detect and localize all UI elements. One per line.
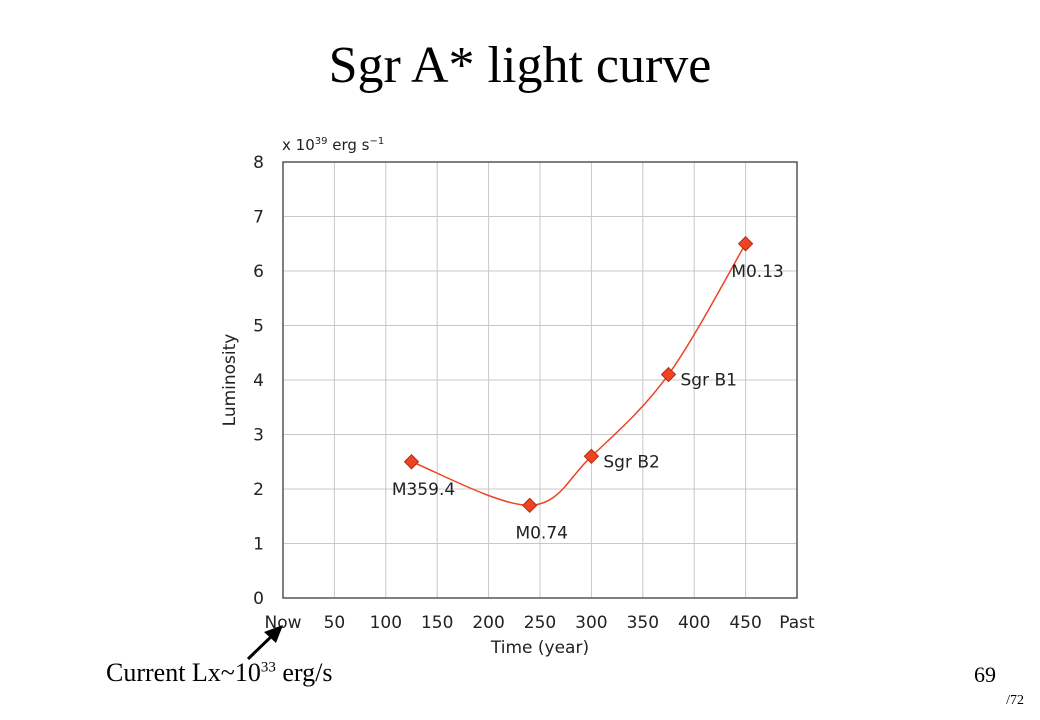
slide-title: Sgr A* light curve bbox=[328, 37, 712, 94]
y-tick-label-1: 1 bbox=[253, 535, 264, 555]
current-luminosity-note: Current Lx~1033 erg/s bbox=[106, 658, 332, 688]
x-tick-label-3: 150 bbox=[421, 613, 453, 633]
data-point-0 bbox=[403, 454, 420, 470]
y-tick-label-2: 2 bbox=[253, 480, 264, 500]
x-tick-label-6: 300 bbox=[575, 613, 607, 633]
x-tick-label-7: 350 bbox=[627, 613, 659, 633]
x-tick-label-9: 450 bbox=[729, 613, 761, 633]
y-axis-label: Luminosity bbox=[220, 334, 240, 427]
arrow-head bbox=[264, 625, 283, 643]
plot-frame bbox=[282, 161, 798, 599]
y-tick-label-5: 5 bbox=[253, 317, 264, 337]
data-markers bbox=[403, 236, 754, 514]
page-total: /72 bbox=[1006, 693, 1024, 708]
data-label-1: M0.74 bbox=[515, 523, 568, 543]
data-point-2 bbox=[583, 448, 600, 465]
page-number: 69 bbox=[974, 662, 996, 687]
data-point-4 bbox=[737, 236, 754, 252]
y-tick-label-3: 3 bbox=[253, 426, 264, 446]
y-tick-label-7: 7 bbox=[253, 208, 264, 228]
note-prefix: Current Lx~10 bbox=[106, 658, 261, 687]
x-tick-label-0: Now bbox=[264, 613, 301, 633]
point-labels: M359.4 M0.74 Sgr B2 Sgr B1 M0.13 bbox=[392, 262, 784, 544]
x-tick-label-2: 100 bbox=[370, 613, 402, 633]
unit-part-1: 39 bbox=[315, 136, 328, 147]
data-label-4: M0.13 bbox=[731, 262, 784, 282]
y-tick-label-4: 4 bbox=[253, 371, 264, 391]
x-tick-label-8: 400 bbox=[678, 613, 710, 633]
data-label-0: M359.4 bbox=[392, 480, 455, 500]
data-point-3 bbox=[660, 366, 677, 383]
note-suffix: erg/s bbox=[275, 658, 333, 687]
unit-part-0: x 10 bbox=[282, 136, 315, 154]
x-axis-label: Time (year) bbox=[490, 638, 589, 658]
y-tick-label-0: 0 bbox=[253, 589, 264, 609]
unit-part-2: erg s bbox=[327, 136, 369, 154]
data-label-3: Sgr B1 bbox=[681, 371, 737, 391]
x-tick-labels: Now 50 100 150 200 250 300 350 400 450 Past bbox=[264, 613, 815, 633]
x-tick-label-5: 250 bbox=[524, 613, 556, 633]
y-tick-label-8: 8 bbox=[253, 153, 264, 173]
y-tick-label-6: 6 bbox=[253, 262, 264, 282]
data-point-1 bbox=[522, 497, 538, 514]
x-tick-label-4: 200 bbox=[472, 613, 504, 633]
y-unit-label: x 1039 erg s−1 bbox=[282, 136, 384, 154]
data-label-2: Sgr B2 bbox=[603, 452, 659, 472]
note-exponent: 33 bbox=[260, 659, 276, 676]
x-tick-label-10: Past bbox=[779, 613, 815, 633]
x-tick-label-1: 50 bbox=[324, 613, 346, 633]
unit-part-3: −1 bbox=[369, 136, 384, 147]
y-tick-labels: 0 1 2 3 4 5 6 7 8 bbox=[253, 153, 264, 609]
